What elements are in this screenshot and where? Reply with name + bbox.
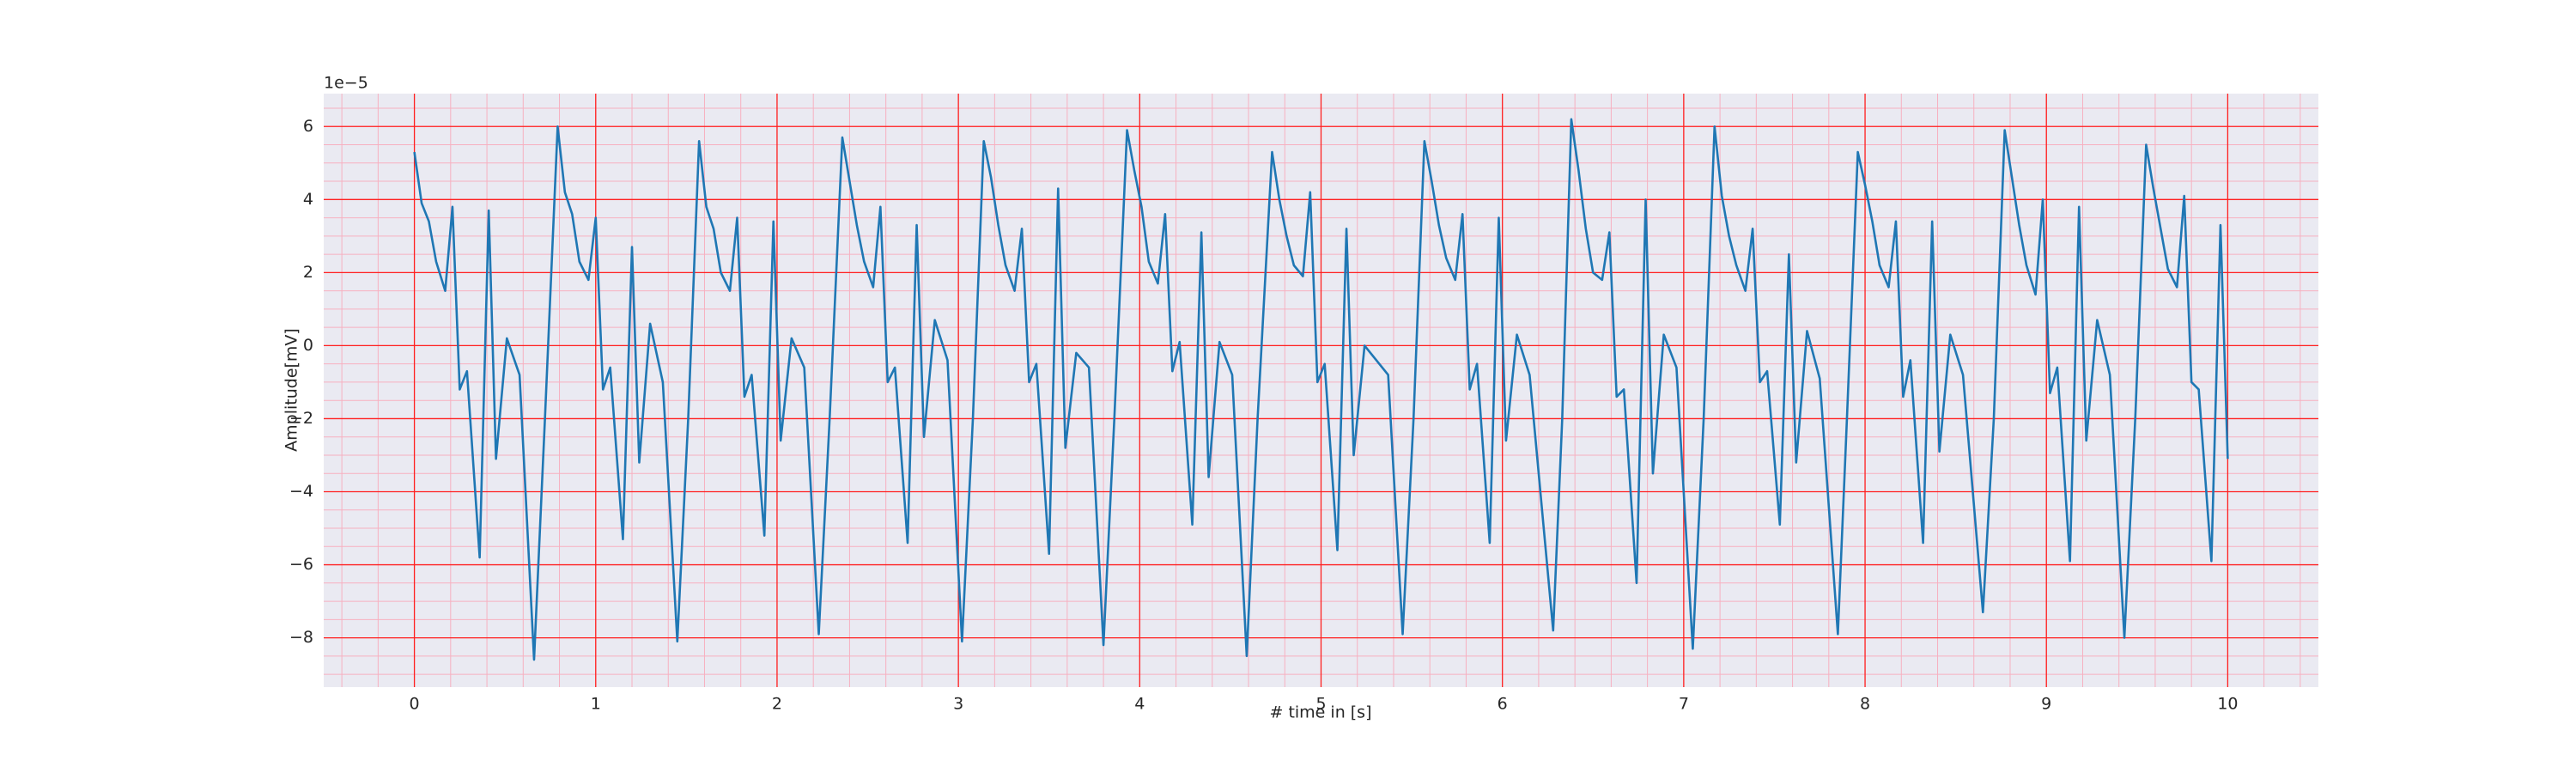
x-tick-label: 6 bbox=[1498, 695, 1508, 714]
x-tick-label: 5 bbox=[1315, 695, 1326, 714]
x-tick-label: 10 bbox=[2217, 695, 2238, 714]
x-axis-label: # time in [s] bbox=[1269, 703, 1371, 722]
x-tick-label: 1 bbox=[591, 695, 601, 714]
x-tick-label: 2 bbox=[772, 695, 782, 714]
y-tick-label: 4 bbox=[303, 190, 313, 209]
y-tick-label: 6 bbox=[303, 117, 313, 136]
x-tick-label: 3 bbox=[953, 695, 963, 714]
x-tick-label: 7 bbox=[1679, 695, 1689, 714]
offset-text: 1e−5 bbox=[324, 74, 368, 93]
y-tick-label: −2 bbox=[289, 409, 313, 428]
y-tick-label: 0 bbox=[303, 336, 313, 355]
y-tick-label: −6 bbox=[289, 555, 313, 574]
line-series bbox=[413, 118, 2229, 661]
x-tick-label: 4 bbox=[1134, 695, 1145, 714]
y-tick-label: −8 bbox=[289, 628, 313, 647]
y-axis-label: Amplitude[mV] bbox=[283, 328, 301, 452]
y-tick-label: −4 bbox=[289, 482, 313, 501]
x-tick-label: 0 bbox=[410, 695, 420, 714]
x-tick-label: 9 bbox=[2041, 695, 2051, 714]
x-tick-label: 8 bbox=[1860, 695, 1870, 714]
y-tick-label: 2 bbox=[303, 263, 313, 282]
